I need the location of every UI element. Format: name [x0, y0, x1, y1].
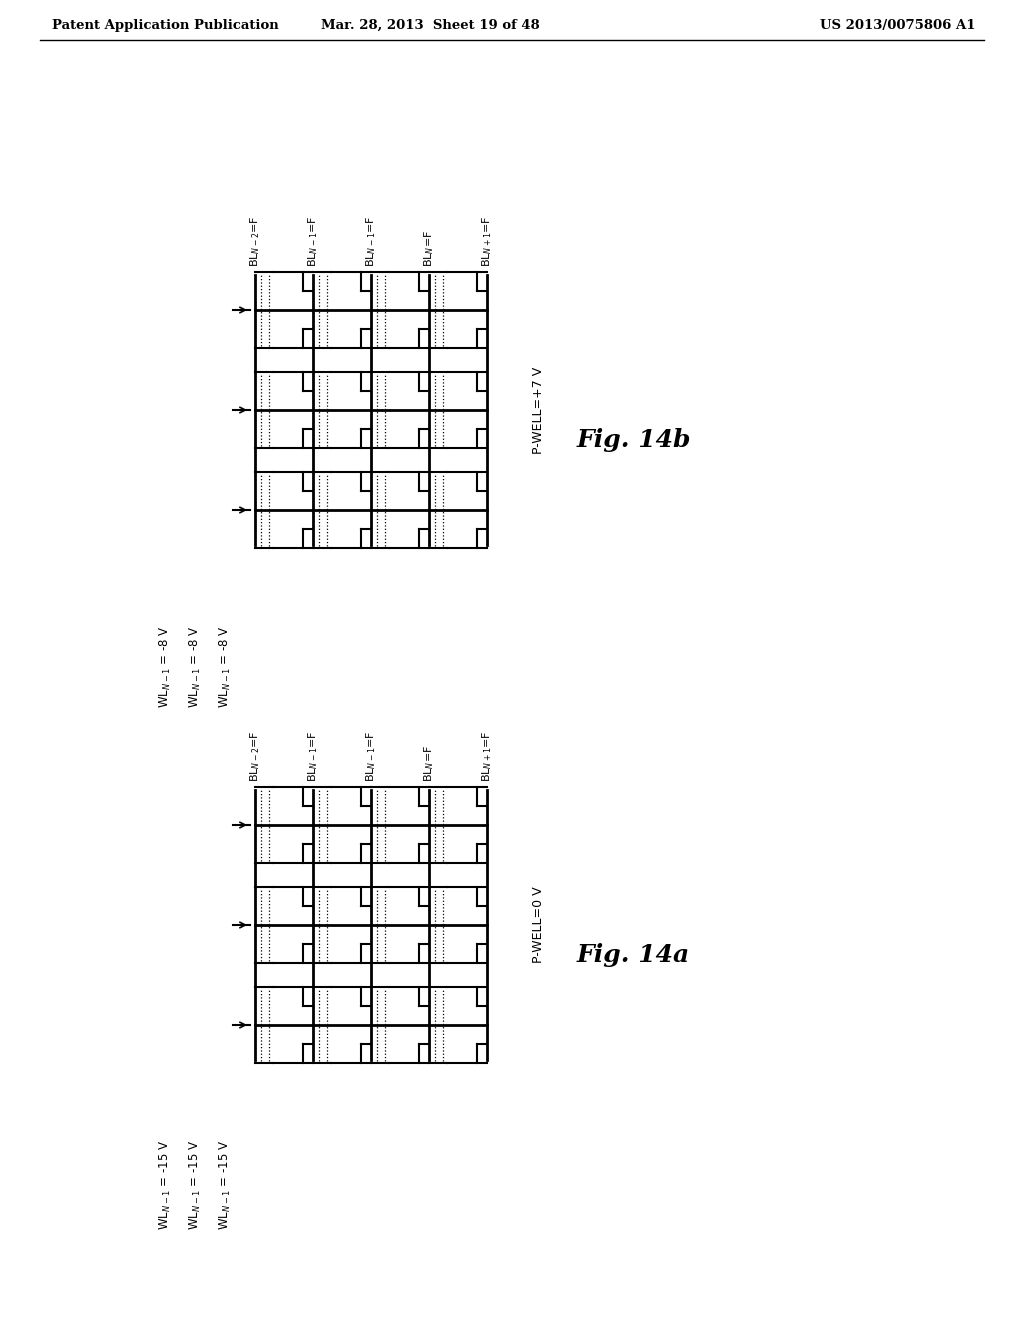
Text: BL$_{N-1}$=F: BL$_{N-1}$=F — [306, 215, 319, 267]
Text: P-WELL=+7 V: P-WELL=+7 V — [532, 367, 545, 454]
Text: BL$_{N}$=F: BL$_{N}$=F — [422, 744, 436, 781]
Text: Mar. 28, 2013  Sheet 19 of 48: Mar. 28, 2013 Sheet 19 of 48 — [321, 18, 540, 32]
Text: Fig. 14b: Fig. 14b — [577, 428, 691, 451]
Text: BL$_{N}$=F: BL$_{N}$=F — [422, 230, 436, 267]
Text: BL$_{N-1}$=F: BL$_{N-1}$=F — [365, 215, 378, 267]
Text: WL$_{N-1}$ = -15 V: WL$_{N-1}$ = -15 V — [158, 1140, 173, 1230]
Text: WL$_{N-1}$ = -8 V: WL$_{N-1}$ = -8 V — [158, 624, 173, 708]
Text: BL$_{N+1}$=F: BL$_{N+1}$=F — [480, 730, 494, 781]
Text: BL$_{N-2}$=F: BL$_{N-2}$=F — [248, 730, 262, 781]
Text: US 2013/0075806 A1: US 2013/0075806 A1 — [819, 18, 975, 32]
Text: WL$_{N-1}$ = -8 V: WL$_{N-1}$ = -8 V — [187, 624, 203, 708]
Text: WL$_{N-1}$ = -15 V: WL$_{N-1}$ = -15 V — [187, 1140, 203, 1230]
Text: BL$_{N+1}$=F: BL$_{N+1}$=F — [480, 215, 494, 267]
Text: BL$_{N-1}$=F: BL$_{N-1}$=F — [306, 730, 319, 781]
Text: P-WELL=0 V: P-WELL=0 V — [532, 887, 545, 964]
Text: Fig. 14a: Fig. 14a — [577, 942, 690, 968]
Text: BL$_{N-2}$=F: BL$_{N-2}$=F — [248, 215, 262, 267]
Text: BL$_{N-1}$=F: BL$_{N-1}$=F — [365, 730, 378, 781]
Text: WL$_{N-1}$ = -15 V: WL$_{N-1}$ = -15 V — [217, 1140, 232, 1230]
Text: WL$_{N-1}$ = -8 V: WL$_{N-1}$ = -8 V — [217, 624, 232, 708]
Text: Patent Application Publication: Patent Application Publication — [52, 18, 279, 32]
